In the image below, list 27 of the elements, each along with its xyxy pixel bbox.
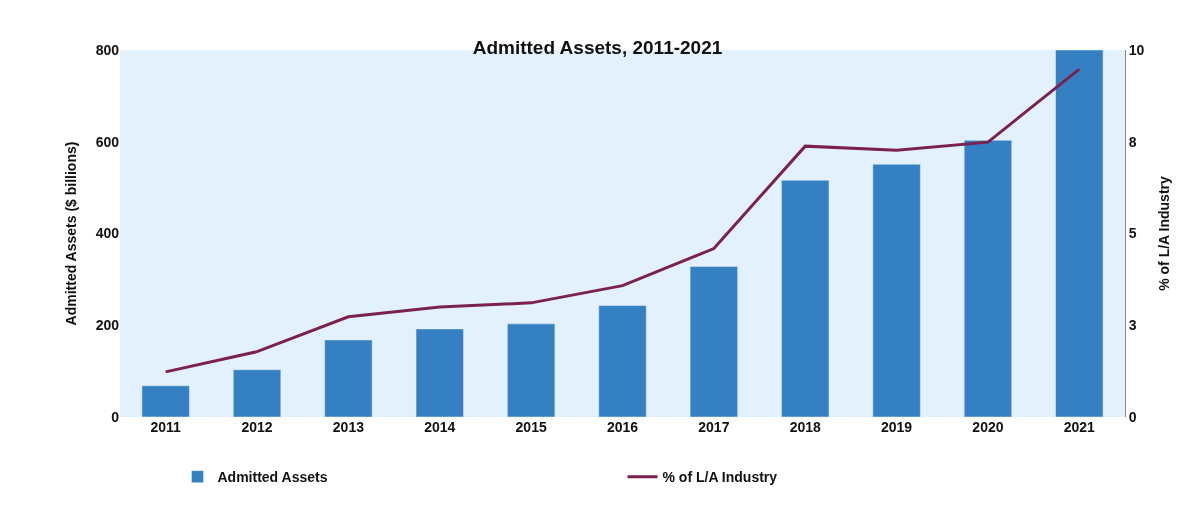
y-tick-label: 600 <box>95 133 120 150</box>
y2-tick-label: 3 <box>1128 317 1137 334</box>
y2-axis-title: % of L/A Industry <box>1155 175 1172 291</box>
y-tick-label: 0 <box>111 408 120 425</box>
y-tick-label: 800 <box>95 41 120 58</box>
line-series <box>164 67 1081 374</box>
x-tick-label: 2014 <box>424 419 456 435</box>
x-tick-label: 2015 <box>515 419 547 435</box>
chart-title: Admitted Assets, 2011-2021 <box>472 36 723 58</box>
y-axis-title: Admitted Assets ($ billions) <box>63 141 80 326</box>
legend-label: Admitted Assets <box>217 469 328 486</box>
x-tick-label: 2012 <box>241 419 273 435</box>
y-tick-label: 400 <box>95 225 120 242</box>
x-tick-label: 2011 <box>150 419 182 435</box>
y2-tick-label: 0 <box>1128 408 1137 425</box>
y2-tick-label: 8 <box>1128 133 1137 150</box>
x-tick-label: 2021 <box>1063 419 1096 435</box>
x-tick-label: 2017 <box>698 419 730 435</box>
y2-tick-label: 10 <box>1128 41 1145 58</box>
x-tick-label: 2019 <box>881 419 913 435</box>
x-tick-label: 2016 <box>606 419 639 435</box>
legend-label: % of L/A Industry <box>662 469 778 486</box>
x-tick-label: 2018 <box>789 419 822 435</box>
y2-tick-label: 5 <box>1128 225 1137 242</box>
x-tick-label: 2013 <box>332 419 365 435</box>
y-tick-label: 200 <box>95 317 120 334</box>
x-tick-label: 2020 <box>972 419 1004 435</box>
